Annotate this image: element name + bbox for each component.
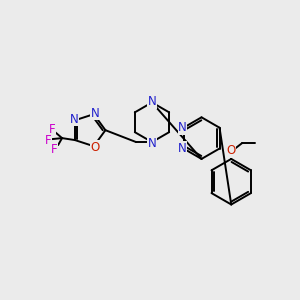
Text: N: N bbox=[90, 107, 99, 120]
Text: N: N bbox=[148, 95, 156, 108]
Text: F: F bbox=[51, 142, 58, 155]
Text: F: F bbox=[49, 123, 56, 136]
Text: O: O bbox=[90, 141, 99, 154]
Text: F: F bbox=[45, 134, 52, 147]
Text: N: N bbox=[178, 121, 187, 134]
Text: N: N bbox=[148, 136, 156, 150]
Text: N: N bbox=[70, 113, 78, 126]
Text: N: N bbox=[178, 142, 187, 155]
Text: O: O bbox=[226, 144, 236, 157]
